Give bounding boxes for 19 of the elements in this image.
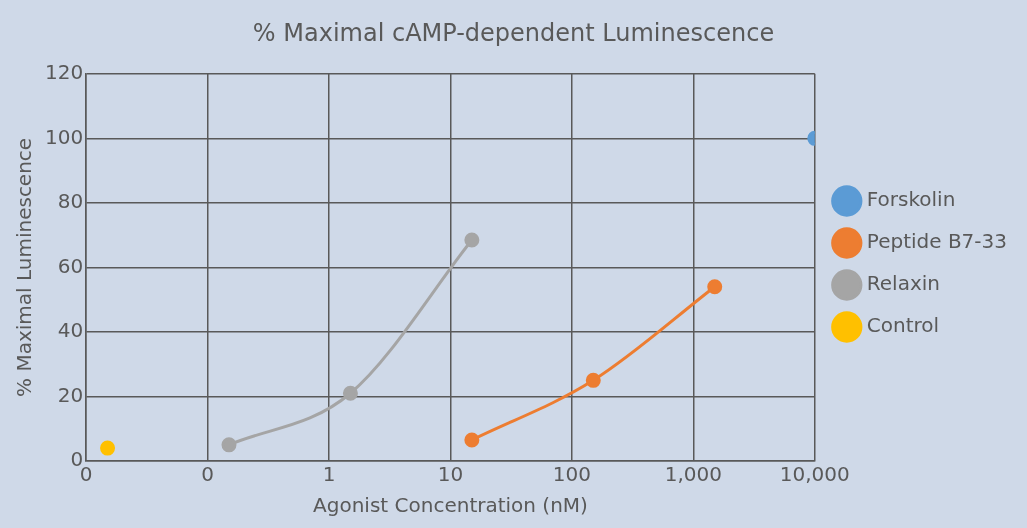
- y-tick-label: 40: [57, 318, 84, 343]
- y-axis-title: % Maximal Luminescence: [12, 137, 37, 397]
- x-tick-label: 0: [201, 462, 214, 487]
- x-tick-label: 10: [437, 462, 464, 487]
- x-tick-label: 100: [552, 462, 592, 487]
- x-tick-label: 1,000: [664, 462, 722, 487]
- y-tick-label: 120: [44, 60, 84, 84]
- legend-label: Forskolin: [866, 187, 956, 212]
- x-tick-label: 10,000: [779, 462, 850, 487]
- y-tick-label: 100: [44, 124, 84, 149]
- y-tick-label: 20: [57, 382, 84, 407]
- x-axis-title: Agonist Concentration (nM): [313, 493, 588, 518]
- legend-label: Control: [866, 313, 940, 338]
- y-tick-label: 60: [57, 253, 84, 278]
- legend-label: Peptide B7-33: [866, 229, 1007, 254]
- y-tick-label: 80: [57, 189, 84, 214]
- x-tick-label: 1: [322, 462, 336, 487]
- chart-title: % Maximal cAMP-dependent Luminescence: [252, 18, 775, 47]
- legend-label: Relaxin: [866, 271, 940, 296]
